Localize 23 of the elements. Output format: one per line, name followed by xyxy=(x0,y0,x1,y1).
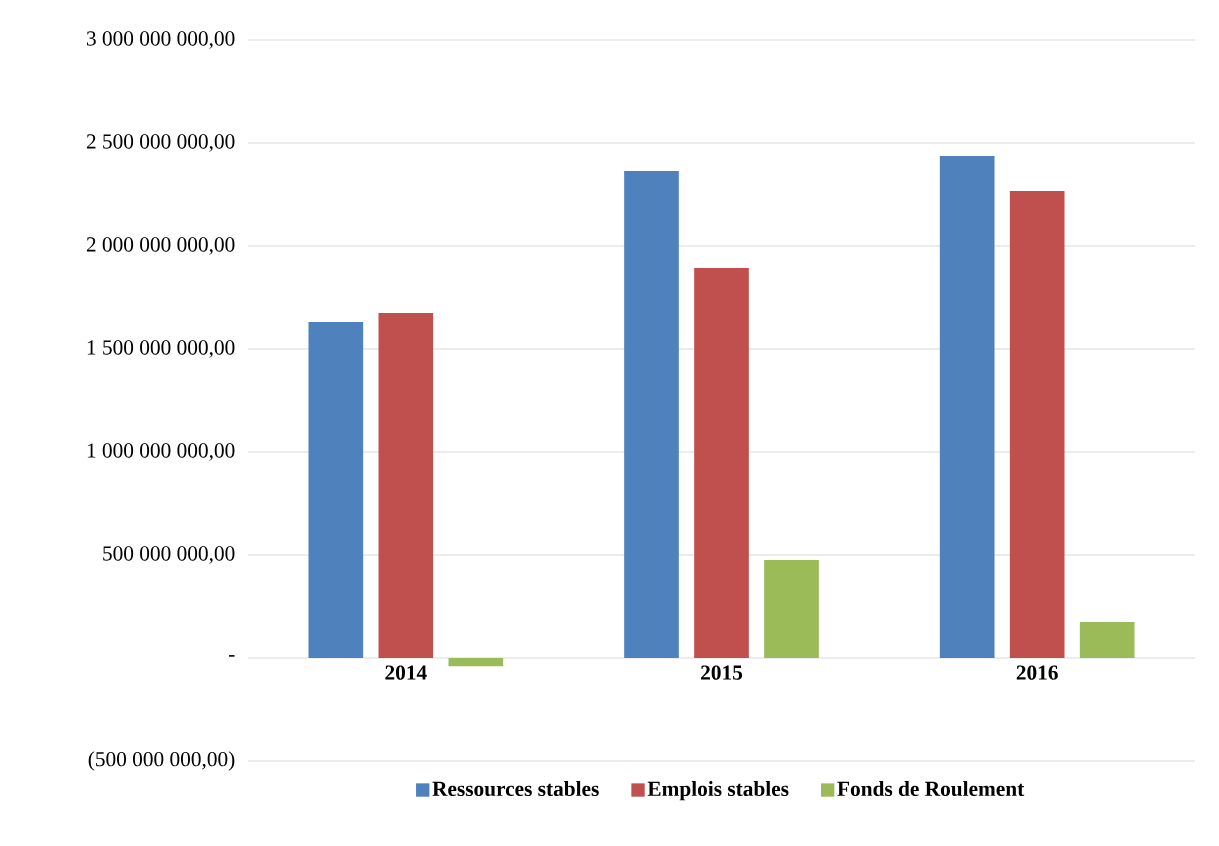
bar xyxy=(378,312,434,658)
x-tick-label: 2015 xyxy=(701,665,743,680)
y-tick-label: (500 000 000,00) xyxy=(88,751,235,771)
bar xyxy=(624,171,679,658)
x-tick-label: 2014 xyxy=(385,665,427,680)
y-tick-label: 2 000 000 000,00 xyxy=(86,237,235,255)
y-tick-label: 500 000 000,00 xyxy=(103,546,235,564)
legend-label: Ressources stables xyxy=(432,781,599,797)
legend-label: Fonds de Roulement xyxy=(837,781,1025,797)
x-tick-label: 2016 xyxy=(1016,665,1058,680)
y-tick-label: 1 000 000 000,00 xyxy=(87,443,235,461)
y-tick-label: - xyxy=(228,655,235,657)
y-tick-label: 1 500 000 000,00 xyxy=(87,340,235,358)
bar xyxy=(764,559,819,658)
bar xyxy=(1009,190,1065,658)
y-tick-label: 2 500 000 000,00 xyxy=(86,134,235,152)
legend-label: Emplois stables xyxy=(647,781,789,801)
y-tick-label: 3 000 000 000,00 xyxy=(86,31,235,49)
bar xyxy=(448,658,504,667)
bar xyxy=(1079,621,1135,658)
bar xyxy=(939,155,995,658)
bar xyxy=(308,322,364,658)
bar xyxy=(694,268,749,658)
